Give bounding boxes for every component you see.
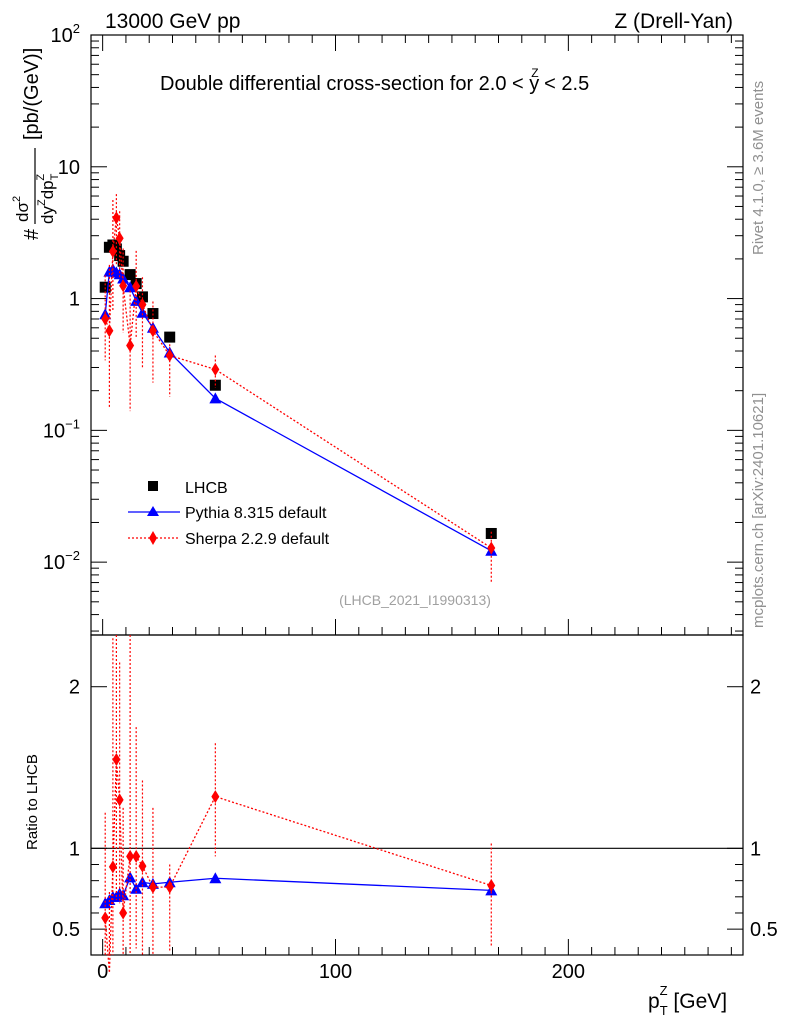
ratio-pythia-point <box>209 872 222 884</box>
ratio-y-tick-label-right: 0.5 <box>750 919 778 941</box>
legend-sherpa-label: Sherpa 2.2.9 default <box>185 531 330 548</box>
main-axis-ticks: 102 10 1 10−1 10−2 <box>43 21 743 635</box>
legend-pythia-label: Pythia 8.315 default <box>185 505 327 522</box>
main-sherpa-point <box>211 362 220 376</box>
ratio-sherpa-point <box>126 849 135 863</box>
header-process-label: Z (Drell-Yan) <box>614 10 733 33</box>
main-plot-title: Double differential cross-section for 2.… <box>160 66 589 95</box>
ratio-y-tick-label-left: 2 <box>69 677 80 699</box>
ratio-plot-marks <box>99 635 498 973</box>
ratio-sherpa-point <box>108 860 117 874</box>
ratio-sherpa-point <box>487 879 496 893</box>
ratio-sherpa-point <box>138 859 147 873</box>
x-tick-label: 100 <box>319 961 352 983</box>
main-y-tick-label: 10−2 <box>43 548 80 574</box>
legend-lhcb-marker <box>148 481 158 491</box>
ratio-y-tick-label-right: 2 <box>750 677 761 699</box>
main-sherpa-point <box>108 244 117 258</box>
x-tick-label: 0 <box>97 961 108 983</box>
ratio-axis-ticks: 0 100 200 2 2 1 1 0.5 0.5 <box>52 677 778 983</box>
main-sherpa-point <box>138 298 147 312</box>
main-sherpa-point <box>487 541 496 555</box>
legend: LHCB Pythia 8.315 default Sherpa 2.2.9 d… <box>128 480 330 548</box>
main-sherpa-point <box>119 279 128 293</box>
main-sherpa-point <box>126 339 135 353</box>
main-sherpa-point <box>115 231 124 245</box>
main-lhcb-point <box>164 331 176 343</box>
ratio-sherpa-point <box>165 880 174 894</box>
main-sherpa-point <box>132 279 141 293</box>
main-plot-marks <box>99 194 498 584</box>
main-sherpa-point <box>112 211 121 225</box>
ratio-sherpa-point <box>148 880 157 894</box>
main-y-tick-label: 10−1 <box>43 416 80 442</box>
ratio-sherpa-point <box>211 790 220 804</box>
legend-pythia-marker <box>147 506 159 516</box>
main-lhcb-point <box>124 269 136 281</box>
main-pythia-point <box>136 306 149 318</box>
ratio-y-axis-label: Ratio to LHCB <box>24 754 41 850</box>
y-label-numerator: dσ2 <box>11 196 32 222</box>
y-label-unit: [pb/(GeV)] <box>21 48 43 140</box>
mcplots-source-label: mcplots.cern.ch [arXiv:2401.10621] <box>750 393 767 628</box>
main-y-tick-label: 1 <box>69 289 80 311</box>
x-tick-label: 200 <box>552 961 585 983</box>
y-label-denominator: dyZdpTZ <box>35 173 61 224</box>
main-lhcb-point <box>99 281 111 293</box>
header-energy-label: 13000 GeV pp <box>105 10 240 33</box>
ratio-sherpa-point <box>119 906 128 920</box>
main-sherpa-point <box>105 324 114 338</box>
ratio-y-tick-label-right: 1 <box>750 838 761 860</box>
ratio-y-tick-label-left: 1 <box>69 838 80 860</box>
main-y-tick-label: 102 <box>51 21 80 47</box>
ratio-y-tick-label-left: 0.5 <box>52 919 80 941</box>
ratio-sherpa-point <box>115 793 124 807</box>
legend-sherpa-marker <box>149 531 157 545</box>
y-label-hash: # <box>21 228 43 240</box>
main-pythia-point <box>209 392 222 404</box>
main-y-tick-label: 10 <box>58 157 80 179</box>
legend-lhcb-label: LHCB <box>185 480 228 497</box>
rivet-version-label: Rivet 4.1.0, ≥ 3.6M events <box>750 81 767 255</box>
main-sherpa-point <box>101 312 110 326</box>
main-sherpa-point <box>165 348 174 362</box>
main-y-axis-label: # dσ2 dyZdpTZ [pb/(GeV)] <box>11 48 61 240</box>
main-lhcb-point <box>136 291 148 303</box>
main-lhcb-point <box>110 243 122 255</box>
x-axis-label: pTZ [GeV] <box>648 983 727 1018</box>
analysis-tag: (LHCB_2021_I1990313) <box>339 592 491 608</box>
main-pythia-point <box>124 281 137 293</box>
ratio-sherpa-point <box>132 849 141 863</box>
ratio-sherpa-point <box>101 911 110 925</box>
ratio-sherpa-point <box>112 752 121 766</box>
ratio-plot-frame <box>90 634 744 956</box>
main-sherpa-point <box>148 324 157 338</box>
